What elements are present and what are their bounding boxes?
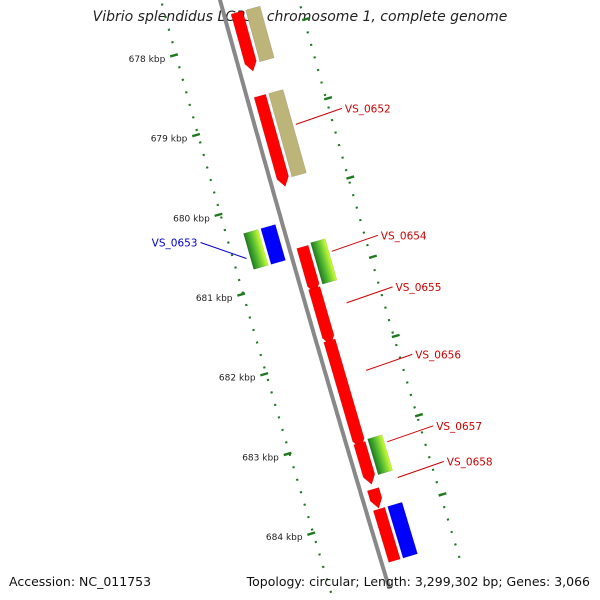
major-tick (301, 16, 311, 22)
scale-label: 678 kbp (129, 55, 166, 65)
major-tick (391, 333, 400, 339)
major-tick (438, 492, 447, 497)
gene-label: VS_0655 (396, 282, 442, 294)
major-tick (169, 53, 179, 58)
topology-text: Topology: circular; Length: 3,299,302 bp… (246, 574, 590, 589)
minor-tick-ring-inner (159, 0, 335, 600)
label-leader-line (295, 107, 343, 125)
major-tick (368, 254, 378, 259)
label-leader-line (331, 234, 378, 252)
major-tick (191, 132, 201, 138)
major-tick (307, 531, 316, 536)
gene-feature (367, 434, 393, 476)
gene-feature (308, 286, 335, 346)
major-tick (260, 371, 269, 377)
gene-feature (245, 5, 275, 63)
gene-feature (260, 224, 286, 265)
major-tick (214, 212, 223, 218)
scale-label: 681 kbp (196, 294, 233, 304)
genome-backbone (217, 0, 392, 589)
major-tick (283, 451, 292, 457)
accession-text: Accession: NC_011753 (9, 574, 152, 589)
major-tick (323, 96, 333, 101)
gene-feature (310, 238, 338, 285)
label-leader-line (397, 461, 444, 478)
scale-label: 682 kbp (219, 374, 256, 384)
gene-label: VS_0656 (415, 349, 461, 361)
label-leader-line (346, 286, 393, 304)
gene-label: VS_0654 (381, 230, 427, 242)
scale-label: 680 kbp (173, 214, 210, 224)
scale-label: 683 kbp (242, 454, 279, 464)
scale-label: 684 kbp (266, 533, 303, 543)
gene-label: VS_0658 (447, 457, 493, 469)
gene-feature (366, 487, 383, 509)
major-tick (414, 412, 424, 418)
gene-feature (253, 93, 289, 188)
gene-feature (268, 89, 307, 178)
gene-feature (372, 506, 401, 563)
gene-label: VS_0652 (345, 103, 391, 115)
major-tick (237, 292, 246, 297)
label-leader-line (387, 425, 434, 443)
gene-feature (243, 229, 269, 270)
gene-label: VS_0653 (152, 238, 198, 250)
gene-feature (353, 441, 376, 485)
map-title: Vibrio splendidus LGP32 chromosome 1, co… (92, 9, 508, 25)
minor-tick-ring-outer (297, 0, 463, 565)
label-leader-line (366, 353, 413, 371)
label-leader-line (200, 242, 247, 259)
gene-label: VS_0657 (436, 421, 482, 433)
major-tick (346, 175, 355, 180)
scale-label: 679 kbp (151, 135, 188, 145)
gene-feature (387, 501, 418, 559)
gene-feature (230, 10, 257, 72)
